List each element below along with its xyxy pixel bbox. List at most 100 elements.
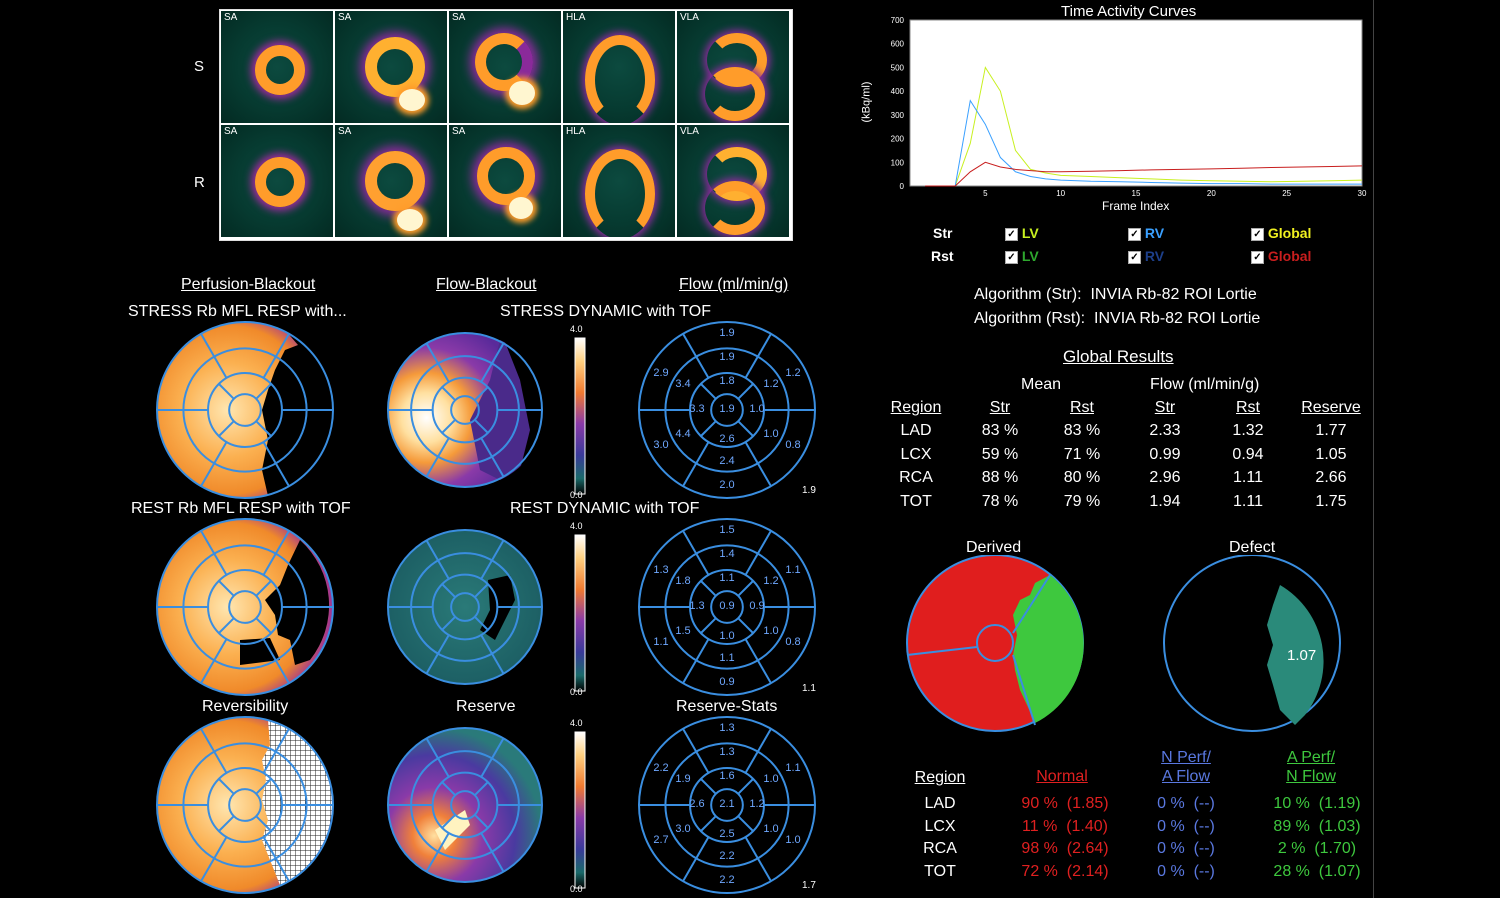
segment-divider [480, 832, 493, 853]
legend-rv-rst[interactable]: ✓ RV [1128, 248, 1164, 264]
segment-value: 1.8 [675, 575, 691, 587]
segment-value: 1.0 [785, 834, 801, 846]
x-tick-label: 25 [1282, 189, 1291, 198]
segment-value: 1.0 [719, 630, 735, 642]
derived-polar-map[interactable] [906, 555, 1084, 732]
segment-divider [441, 419, 456, 434]
checkbox-icon[interactable]: ✓ [1005, 227, 1018, 241]
segment-value: 1.3 [719, 722, 735, 734]
segment-ring [450, 790, 480, 820]
tac-ylabel: (kBq/ml) [860, 81, 873, 123]
slice-tile[interactable]: SA [449, 11, 561, 123]
segment-divider [218, 420, 235, 437]
segment-divider [425, 342, 439, 364]
col-header-nperf-1: N Perf/ [1161, 749, 1211, 766]
col-header-str-mean: Str [989, 399, 1011, 416]
legend-global-str[interactable]: ✓ Global [1251, 225, 1311, 241]
segment-divider [437, 832, 450, 853]
segment-ring [228, 393, 262, 427]
legend-lv-str[interactable]: ✓ LV [1005, 225, 1039, 241]
segment-grid [638, 716, 816, 894]
segment-divider [200, 728, 216, 753]
checkbox-icon[interactable]: ✓ [1128, 250, 1141, 264]
legend-lv-str-label: LV [1021, 225, 1039, 241]
slice-tile[interactable]: VLA [677, 125, 789, 237]
segment-divider [213, 836, 228, 859]
segment-divider [756, 333, 772, 358]
segment-value: 1.9 [675, 773, 691, 785]
segment-divider [474, 583, 489, 598]
segment-divider [200, 530, 216, 555]
region-cell: TOT [900, 492, 932, 510]
segment-divider [262, 836, 277, 859]
myocardium-arc [585, 35, 655, 123]
segment-divider [425, 851, 439, 873]
flow-units-header[interactable]: Flow (ml/min/g) [679, 276, 789, 293]
checkbox-icon[interactable]: ✓ [1251, 227, 1264, 241]
segment-value: 1.4 [719, 548, 735, 560]
flow-header: Flow (ml/min/g) [1150, 376, 1260, 393]
value-cell: 2.96 [1149, 469, 1181, 486]
hotspot [509, 81, 535, 105]
row-label-stress: S [194, 58, 205, 75]
segment-divider [700, 383, 717, 400]
segment-value: 1.3 [719, 746, 735, 758]
segment-grid [156, 518, 334, 696]
slice-tile[interactable]: HLA [563, 125, 675, 237]
segment-value: 1.2 [749, 798, 765, 810]
y-tick-label: 0 [900, 182, 905, 191]
value-cell: 1.77 [1315, 422, 1347, 439]
segment-divider [756, 530, 772, 555]
segment-divider [695, 356, 710, 379]
x-tick-label: 20 [1207, 189, 1216, 198]
slice-tile[interactable]: VLA [677, 11, 789, 123]
segment-divider [695, 751, 710, 774]
checkbox-icon[interactable]: ✓ [1128, 227, 1141, 241]
segment-divider [437, 634, 450, 655]
segment-divider [682, 530, 698, 555]
tac-xlabel: Frame Index [1102, 199, 1170, 213]
legend-lv-rst[interactable]: ✓ LV [1005, 248, 1039, 264]
segment-divider [425, 653, 439, 675]
segment-grid [387, 332, 543, 488]
legend-rv-str[interactable]: ✓ RV [1128, 225, 1164, 241]
segment-value: 2.2 [719, 874, 735, 886]
segment-divider [218, 580, 235, 597]
segment-value: 1.1 [653, 636, 669, 648]
segment-divider [441, 781, 456, 796]
value-cell: 71 % [1063, 445, 1101, 463]
slice-tile[interactable]: SA [221, 11, 333, 123]
myocardium-ring [477, 147, 535, 205]
slice-tile[interactable]: SA [335, 11, 447, 123]
defect-polar-map[interactable] [1163, 555, 1341, 732]
legend-global-rst-label: Global [1267, 248, 1312, 264]
segment-value: 1.0 [763, 428, 779, 440]
segment-ring [710, 393, 744, 427]
segment-value: 2.0 [719, 479, 735, 491]
rest-perfusion-title: REST Rb MFL RESP with TOF [131, 500, 351, 517]
segment-divider [425, 456, 439, 478]
flow-blackout-header[interactable]: Flow-Blackout [436, 276, 537, 293]
legend-global-rst[interactable]: ✓ Global [1251, 248, 1311, 264]
rest-flow-total: 1.1 [802, 683, 816, 694]
segment-divider [441, 583, 456, 598]
slice-tile[interactable]: SA [449, 125, 561, 237]
segment-grid [156, 716, 334, 894]
slice-tile[interactable]: SA [221, 125, 333, 237]
segment-divider [213, 441, 228, 464]
segment-divider [274, 659, 290, 684]
segment-divider [474, 781, 489, 796]
slice-tile[interactable]: HLA [563, 11, 675, 123]
global-results-title: Global Results [1063, 347, 1174, 366]
colorbar-rest-max: 4.0 [570, 521, 583, 531]
time-activity-chart[interactable]: 0 100 200 300 400 500 600 700 5 10 15 20 25 30 [862, 14, 1372, 214]
segment-value: 0.8 [785, 636, 801, 648]
slice-tile[interactable]: SA [335, 125, 447, 237]
perfusion-blackout-header[interactable]: Perfusion-Blackout [181, 276, 316, 293]
region-cell: RCA [899, 469, 933, 486]
segment-value: 1.1 [785, 564, 801, 576]
checkbox-icon[interactable]: ✓ [1005, 250, 1018, 264]
segment-divider [474, 616, 489, 631]
segment-ring [450, 395, 480, 425]
checkbox-icon[interactable]: ✓ [1251, 250, 1264, 264]
